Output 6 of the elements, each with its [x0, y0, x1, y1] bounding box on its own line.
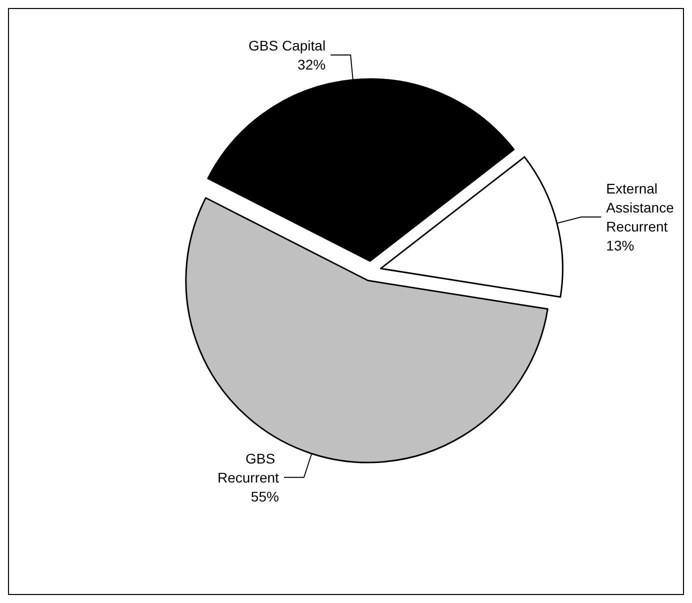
data-label: 55% [250, 488, 279, 504]
slice-label: GBS Recurrent [217, 450, 280, 486]
data-label: 13% [606, 238, 634, 254]
slice-label: GBS Capital [248, 37, 326, 54]
slice-label: External Assistance Recurrent [606, 180, 678, 235]
data-label: 32% [298, 56, 326, 72]
